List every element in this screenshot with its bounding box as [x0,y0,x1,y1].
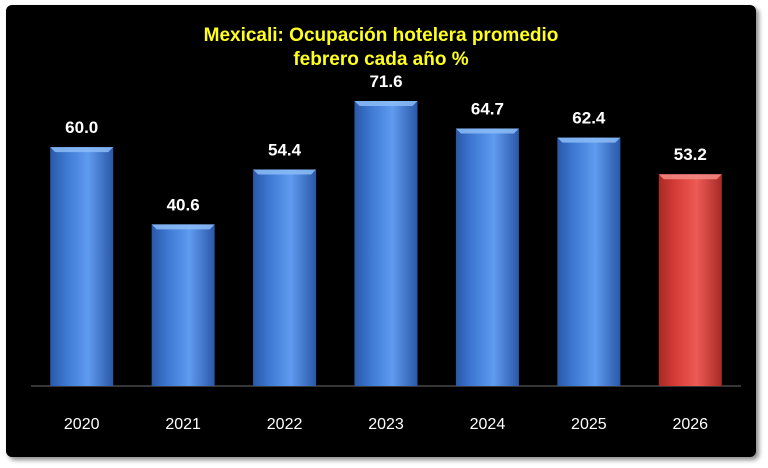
data-label-2026: 53.2 [674,145,707,164]
chart-subtitle: febrero cada año % [293,49,469,70]
bar-2020 [50,147,114,386]
data-label-2021: 40.6 [167,195,200,214]
x-tick-label-2021: 2021 [165,416,201,433]
x-tick-label-2020: 2020 [64,416,100,433]
bar-2021 [151,224,215,386]
data-label-2022: 54.4 [268,140,302,159]
bar-bevel-2022 [253,169,317,175]
data-label-2024: 64.7 [471,99,504,118]
data-label-2025: 62.4 [572,109,606,128]
bar-bevel-2020 [50,147,114,153]
x-tick-label-2022: 2022 [267,416,303,433]
bar-bevel-2024 [455,128,519,134]
chart-frame: Mexicali: Ocupación hotelera promedio fe… [6,5,756,457]
bar-chart: 60.0 2020 40.6 2021 54.4 2022 71.6 2023 64.7 2024… [31,72,741,433]
bar-bevel-2021 [151,224,215,230]
x-tick-label-2023: 2023 [368,416,404,433]
chart-title: Mexicali: Ocupación hotelera promedio [203,25,559,46]
bar-bevel-2023 [354,101,418,106]
bar-2022 [253,169,317,386]
x-tick-label-2025: 2025 [571,416,607,433]
bar-2024 [455,128,519,386]
bar-bevel-2026 [658,174,722,180]
bar-2026 [658,174,722,386]
bar-bevel-2025 [557,137,621,143]
data-label-2020: 60.0 [65,118,98,137]
bar-2025 [557,137,621,386]
data-label-2023: 71.6 [369,72,402,91]
x-tick-label-2026: 2026 [672,416,708,433]
x-tick-label-2024: 2024 [470,416,506,433]
bar-2023 [354,101,418,386]
